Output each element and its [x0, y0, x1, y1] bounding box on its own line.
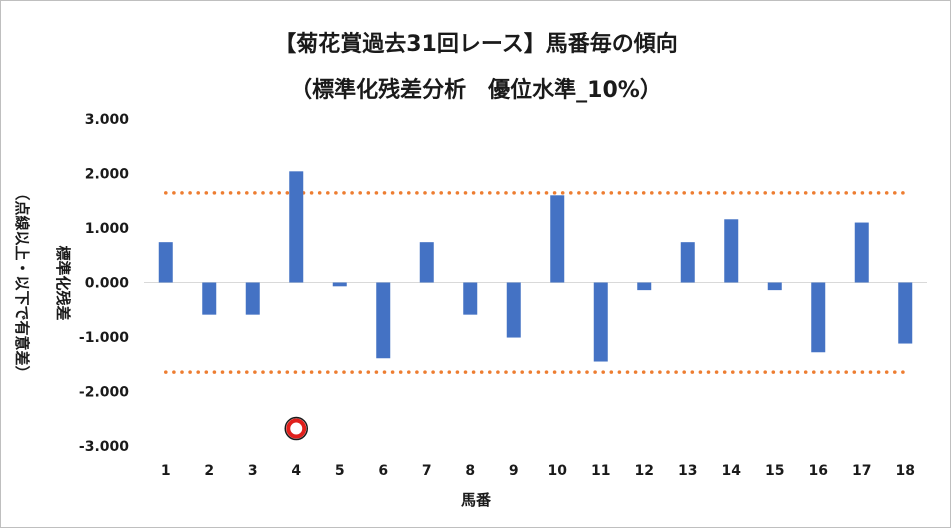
- x-tick-label: 14: [722, 463, 742, 479]
- bar-10: [550, 195, 565, 283]
- bar-1: [158, 242, 173, 283]
- x-tick-label: 15: [765, 463, 784, 479]
- bar-7: [419, 242, 434, 283]
- bar-13: [680, 242, 695, 283]
- bar-15: [767, 282, 782, 291]
- y-tick-label: -2.000: [79, 385, 129, 401]
- bar-9: [506, 282, 521, 338]
- y-tick-label: 1.000: [85, 221, 130, 237]
- x-tick-label: 4: [291, 463, 301, 479]
- bar-11: [593, 282, 608, 362]
- bar-12: [637, 282, 652, 291]
- x-tick-label: 16: [809, 463, 828, 479]
- x-tick-label: 12: [635, 463, 654, 479]
- x-tick-label: 17: [852, 463, 871, 479]
- x-axis-title: 馬番: [461, 491, 492, 509]
- x-tick-label: 10: [548, 463, 568, 479]
- bar-6: [376, 282, 391, 359]
- chart-subtitle: （標準化残差分析 優位水準_10%）: [290, 77, 662, 103]
- marker-ring: [286, 418, 307, 439]
- marker-outline: [284, 416, 308, 441]
- bar-3: [245, 282, 260, 315]
- x-tick-label: 2: [204, 463, 214, 479]
- y-tick-label: 3.000: [85, 112, 130, 128]
- x-tick-label: 18: [896, 463, 915, 479]
- y-axis-note: （点線以上・以下で有意差）: [13, 185, 31, 380]
- x-axis-ticks: 1 2 3 4 5 6 7 8 9 10 11 12 13 14 15 16 17 18: [161, 463, 915, 479]
- x-tick-label: 9: [509, 463, 519, 479]
- bar-2: [202, 282, 217, 315]
- x-tick-label: 11: [591, 463, 610, 479]
- bar-series: [158, 171, 913, 362]
- bar-14: [724, 219, 739, 283]
- bar-18: [898, 282, 913, 344]
- chart-title: 【菊花賞過去31回レース】馬番毎の傾向: [274, 31, 678, 57]
- x-tick-label: 13: [678, 463, 697, 479]
- threshold-lines: [164, 191, 907, 374]
- x-tick-label: 6: [378, 463, 388, 479]
- x-tick-label: 7: [422, 463, 432, 479]
- x-tick-label: 8: [465, 463, 475, 479]
- y-tick-label: -1.000: [79, 330, 129, 346]
- bar-8: [463, 282, 478, 315]
- x-tick-label: 3: [248, 463, 258, 479]
- x-tick-label: 5: [335, 463, 345, 479]
- x-tick-label: 1: [161, 463, 171, 479]
- y-tick-label: -3.000: [79, 439, 129, 455]
- bar-17: [854, 222, 869, 283]
- y-axis-title: 標準化残差: [54, 245, 72, 320]
- y-axis-ticks: 3.000 2.000 1.000 0.000 -1.000 -2.000 -3.000: [79, 112, 129, 455]
- bar-4: [289, 171, 304, 283]
- bar-5: [332, 282, 347, 287]
- highlight-marker: [284, 416, 308, 441]
- y-tick-label: 0.000: [85, 276, 130, 292]
- bar-16: [811, 282, 826, 353]
- y-tick-label: 2.000: [85, 167, 130, 183]
